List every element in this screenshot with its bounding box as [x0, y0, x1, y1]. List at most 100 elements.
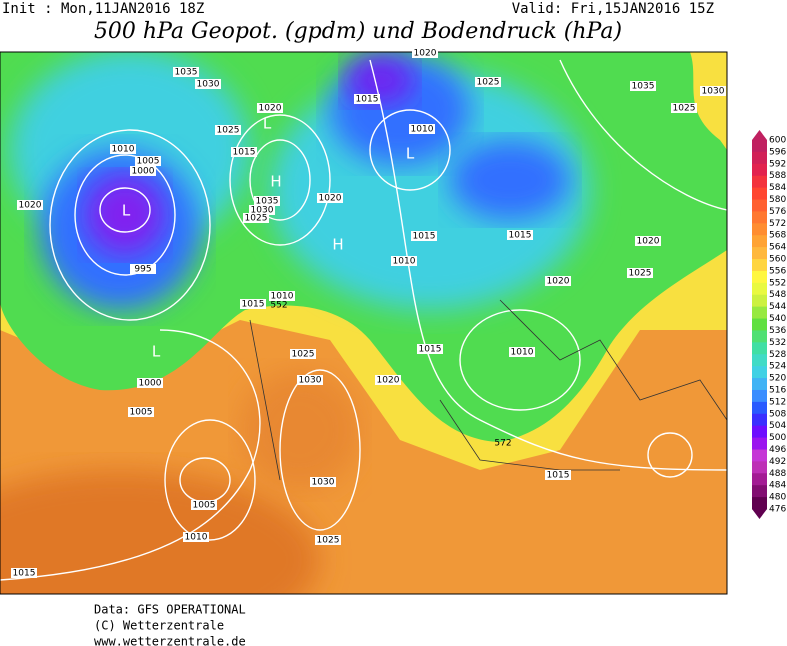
label-box: [315, 535, 341, 545]
isobar-label: 1010: [393, 257, 416, 267]
colorbar-segment: [752, 223, 767, 236]
label-box: [545, 470, 571, 480]
isobar-label: 1025: [477, 78, 500, 88]
label-box: [130, 264, 156, 274]
isobar-label: 1025: [245, 214, 268, 224]
colorbar-segment: [752, 211, 767, 224]
label-box: [195, 79, 221, 89]
pressure-center: L: [406, 145, 415, 163]
isobar-label: 1030: [251, 206, 274, 216]
label-box: [297, 375, 323, 385]
colorbar-segment: [752, 461, 767, 474]
colorbar-segment: [752, 187, 767, 201]
isobar-label: 1030: [299, 376, 322, 386]
isobar-label: 1020: [319, 194, 342, 204]
footer-line: (C) Wetterzentrale: [94, 619, 224, 633]
label-box: [249, 205, 275, 215]
isobar-label: 1010: [411, 125, 434, 135]
pressure-center: H: [332, 236, 343, 254]
colorbar-label: 588: [769, 171, 786, 181]
colorbar-label: 508: [769, 409, 786, 419]
colorbar-segment: [752, 449, 767, 462]
colorbar-segment: [752, 378, 767, 391]
colorbar-tip: [752, 509, 767, 519]
field-purple: [345, 55, 415, 105]
colorbar-label: 592: [769, 159, 786, 169]
colorbar-label: 476: [769, 505, 786, 515]
field-dark-orange: [0, 470, 320, 594]
colorbar-segment: [752, 140, 767, 153]
colorbar-segment: [752, 259, 767, 272]
isobar-label: 1035: [256, 197, 279, 207]
colorbar-label: 552: [769, 278, 786, 288]
pressure-center: L: [263, 115, 272, 133]
label-box: [128, 407, 154, 417]
label-box: [240, 299, 266, 309]
label-box: [191, 500, 217, 510]
isobar-label: 1010: [511, 348, 534, 358]
label-box: [627, 268, 653, 278]
label-box: [635, 236, 661, 246]
colorbar-label: 576: [769, 207, 786, 217]
field-blue: [450, 140, 570, 220]
colorbar-segment: [752, 389, 767, 403]
colorbar-label: 584: [769, 183, 786, 193]
colorbar-label: 532: [769, 338, 786, 348]
isobar-label: 1035: [632, 82, 655, 92]
isobar-label: 1030: [702, 87, 725, 97]
colorbar-segment: [752, 473, 767, 486]
field-purple: [85, 175, 165, 255]
label-box: [257, 103, 283, 113]
colorbar-segment: [752, 330, 767, 343]
isobar-label: 1015: [413, 232, 436, 242]
colorbar-segment: [752, 366, 767, 379]
isobar-label: 1025: [673, 104, 696, 114]
label-box: [290, 349, 316, 359]
label-box: [375, 375, 401, 385]
label-box: [507, 230, 533, 240]
label-box: [671, 103, 697, 113]
colorbar-label: 512: [769, 397, 786, 407]
isobar-label: 1010: [271, 292, 294, 302]
isobar-label: 1005: [193, 501, 216, 511]
isobar-label: 1015: [419, 345, 442, 355]
isobar-label: 1015: [242, 300, 265, 310]
colorbar-label: 516: [769, 385, 786, 395]
isobar-label: 1025: [629, 269, 652, 279]
isobar-label: 1020: [259, 104, 282, 114]
colorbar-segment: [752, 485, 767, 498]
isobar-label: 1015: [509, 231, 532, 241]
label-box: [254, 196, 280, 206]
colorbar-label: 596: [769, 147, 786, 157]
colorbar-segment: [752, 497, 767, 510]
footer-line: Data: GFS OPERATIONAL: [94, 603, 246, 617]
colorbar-label: 600: [769, 136, 786, 146]
colorbar-segment: [752, 199, 767, 212]
label-box: [130, 166, 156, 176]
colorbar-segment: [752, 306, 767, 320]
isobar-label: 1025: [317, 536, 340, 546]
colorbar-label: 548: [769, 290, 786, 300]
colorbar-label: 524: [769, 362, 786, 372]
colorbar-label: 484: [769, 481, 786, 491]
isobar-label: 995: [134, 265, 151, 275]
colorbar-tip: [752, 130, 767, 140]
isobar-label: 1015: [233, 148, 256, 158]
colorbar-label: 536: [769, 326, 786, 336]
colorbar-label: 544: [769, 302, 786, 312]
colorbar-segment: [752, 247, 767, 260]
colorbar-label: 496: [769, 445, 786, 455]
colorbar-label: 560: [769, 255, 786, 265]
label-box: [412, 48, 438, 58]
colorbar-segment: [752, 354, 767, 367]
pressure-center: L: [122, 202, 131, 220]
colorbar-segment: [752, 342, 767, 355]
colorbar-segment: [752, 437, 767, 450]
isobar-label: 1035: [175, 68, 198, 78]
isobar-label: 1020: [377, 376, 400, 386]
footer-line: www.wetterzentrale.de: [94, 635, 246, 646]
field-dark-orange: [240, 370, 360, 490]
label-box: [417, 344, 443, 354]
isobar-label: 1030: [312, 478, 335, 488]
